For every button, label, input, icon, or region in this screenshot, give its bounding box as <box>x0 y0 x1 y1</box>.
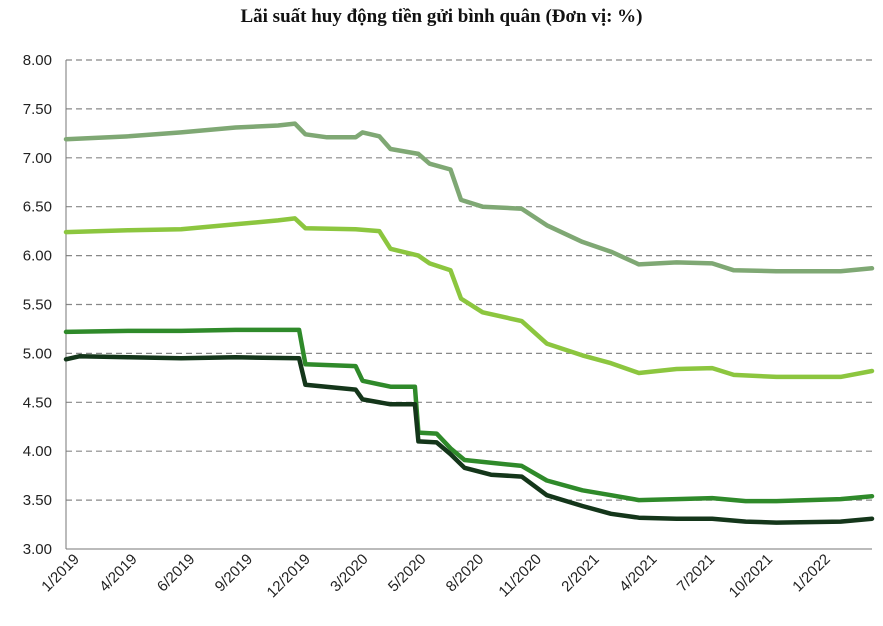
grid-layer <box>66 59 872 501</box>
x-tick-label: 4/2019 <box>96 551 140 595</box>
x-tick-label: 6/2019 <box>154 551 198 595</box>
y-tick-label: 6.50 <box>23 199 52 216</box>
y-tick-label: 5.00 <box>23 345 52 362</box>
y-tick-label: 7.50 <box>23 101 52 118</box>
axis-layer <box>65 60 872 550</box>
x-tick-label: 2/2021 <box>558 551 602 595</box>
x-tick-label: 3/2020 <box>327 551 371 595</box>
y-tick-label: 7.00 <box>23 150 52 167</box>
y-tick-label: 3.50 <box>23 492 52 509</box>
x-tick-label: 9/2019 <box>212 551 256 595</box>
x-tick-label: 8/2020 <box>443 551 487 595</box>
series-line-1 <box>63 121 875 274</box>
x-tick-label: 11/2020 <box>495 551 545 601</box>
series-line-2 <box>63 216 875 380</box>
y-tick-label: 5.50 <box>23 297 52 314</box>
series-line-3 <box>63 327 875 504</box>
chart-title: Lãi suất huy động tiền gửi bình quân (Đơ… <box>240 6 643 27</box>
x-tick-label: 7/2021 <box>674 551 718 595</box>
y-tick-label: 4.00 <box>23 443 52 460</box>
x-tick-label: 10/2021 <box>726 551 776 601</box>
y-tick-label: 6.00 <box>23 248 52 265</box>
y-tick-label: 8.00 <box>23 52 52 69</box>
y-tick-label: 3.00 <box>23 541 52 558</box>
x-tick-label: 4/2021 <box>616 551 660 595</box>
x-tick-label: 1/2022 <box>789 551 833 595</box>
x-axis-ticks: 1/2019 4/2019 6/2019 9/2019 12/2019 3/2020 5/2… <box>38 551 833 601</box>
series-layer <box>63 121 875 525</box>
x-tick-label: 5/2020 <box>385 551 429 595</box>
series-line-4 <box>63 354 875 525</box>
x-tick-label: 12/2019 <box>264 551 314 601</box>
y-tick-label: 4.50 <box>23 394 52 411</box>
y-axis-ticks: 8.00 7.50 7.00 6.50 6.00 5.50 5.00 4.50 4.00 3.50… <box>23 52 52 558</box>
